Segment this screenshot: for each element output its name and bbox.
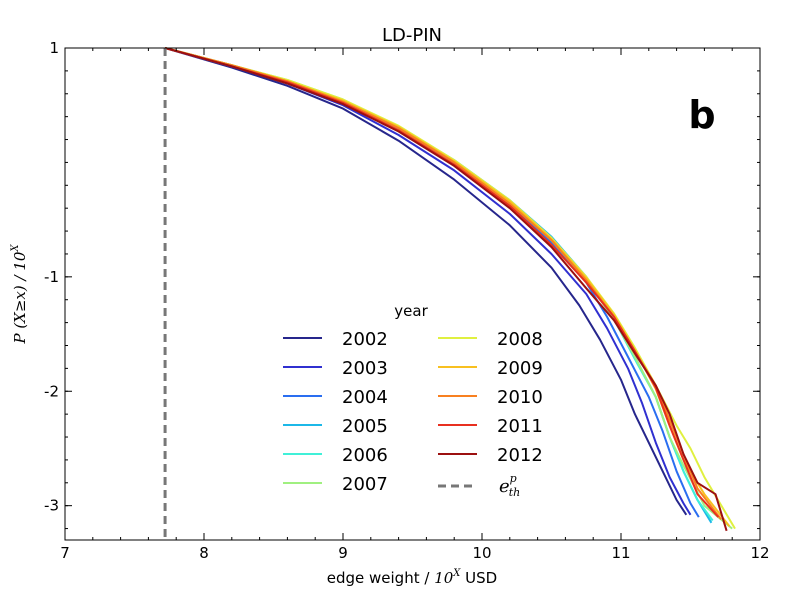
series-line-2008 bbox=[164, 47, 736, 530]
x-tick-label: 7 bbox=[60, 544, 70, 562]
series-line-2003 bbox=[164, 47, 692, 516]
legend-label-2006: 2006 bbox=[342, 445, 388, 466]
x-tick-label: 11 bbox=[611, 544, 630, 562]
legend-label-2011: 2011 bbox=[497, 416, 543, 437]
x-tick-label: 9 bbox=[338, 544, 348, 562]
x-tick-label: 10 bbox=[472, 544, 491, 562]
x-axis-label: edge weight / 10X USD bbox=[327, 568, 497, 587]
y-axis-label-sup: X bbox=[10, 244, 21, 253]
legend-label-2008: 2008 bbox=[497, 329, 543, 350]
x-tick-label: 12 bbox=[750, 544, 769, 562]
axes-frame bbox=[64, 47, 761, 541]
axis-ticks bbox=[64, 47, 761, 540]
legend-threshold-label: ep th bbox=[499, 472, 520, 499]
legend-threshold-label-sub: th bbox=[509, 486, 521, 499]
y-axis-label-math: 10 bbox=[11, 251, 29, 271]
series-line-2004 bbox=[164, 47, 700, 518]
series-line-2002 bbox=[164, 47, 688, 516]
legend-threshold-label-sup: p bbox=[510, 472, 517, 485]
y-axis-label-prefix: P (X≥x) / bbox=[11, 271, 29, 345]
legend-label-2009: 2009 bbox=[497, 358, 543, 379]
series-line-2006 bbox=[164, 47, 714, 522]
legend-label-2010: 2010 bbox=[497, 387, 543, 408]
legend-label-2005: 2005 bbox=[342, 416, 388, 437]
x-axis-label-math: 10 bbox=[434, 569, 454, 587]
x-tick-label: 8 bbox=[199, 544, 209, 562]
legend-threshold-label-main: e bbox=[499, 476, 510, 497]
x-axis-label-suffix: USD bbox=[460, 569, 497, 587]
y-tick-label: -1 bbox=[44, 268, 59, 286]
series-line-2005 bbox=[164, 47, 713, 524]
legend: year 2002 2003 2004 2005 2006 2007 2008 2009 201… bbox=[283, 302, 543, 499]
series-line-2011 bbox=[164, 47, 720, 518]
series-line-2010 bbox=[164, 47, 722, 521]
legend-label-2007: 2007 bbox=[342, 474, 388, 495]
y-axis-label: P (X≥x) / 10X bbox=[10, 244, 29, 345]
panel-label: b bbox=[688, 93, 715, 137]
series-line-2012 bbox=[164, 47, 728, 532]
x-axis-label-prefix: edge weight / bbox=[327, 569, 434, 587]
legend-label-2004: 2004 bbox=[342, 387, 388, 408]
y-tick-label: -2 bbox=[44, 382, 59, 400]
series-line-2007 bbox=[164, 47, 733, 530]
y-tick-label: -3 bbox=[44, 497, 59, 515]
legend-label-2012: 2012 bbox=[497, 445, 543, 466]
legend-label-2003: 2003 bbox=[342, 358, 388, 379]
axis-tick-labels: 7 8 9 10 11 12 1 -1 -2 -3 bbox=[44, 39, 770, 562]
x-axis-label-sup: X bbox=[452, 568, 461, 579]
y-tick-label: 1 bbox=[49, 39, 59, 57]
plot-lines bbox=[164, 47, 736, 532]
legend-title: year bbox=[394, 302, 428, 320]
legend-items: 2002 2003 2004 2005 2006 2007 2008 2009 2010 2011… bbox=[283, 329, 543, 495]
chart-title: LD-PIN bbox=[382, 25, 442, 46]
legend-label-2002: 2002 bbox=[342, 329, 388, 350]
